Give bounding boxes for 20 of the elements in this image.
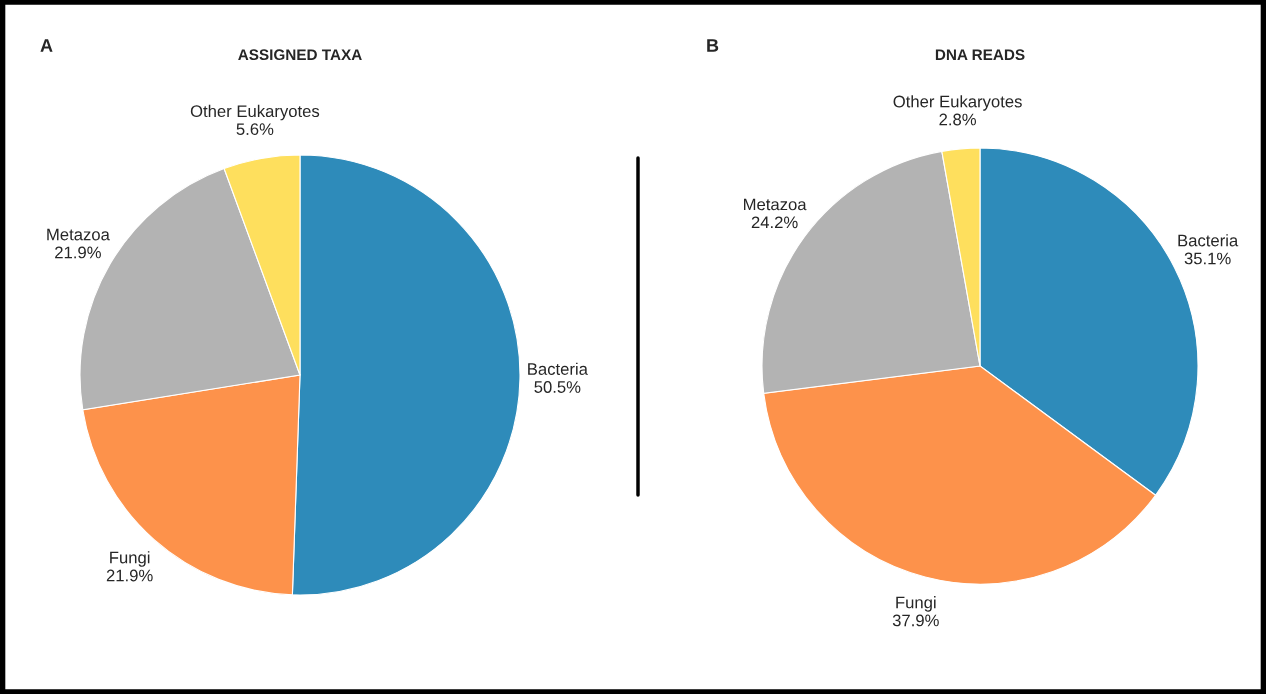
slice-label: Metazoa	[744, 198, 807, 211]
data-label: 35.1%	[1184, 252, 1231, 265]
slice-label: Other Eukaryotes	[190, 104, 320, 121]
data-label: 21.9%	[55, 246, 101, 259]
data-label: 2.8%	[939, 113, 976, 126]
text: A	[40, 39, 53, 52]
slice-label: Fungi	[110, 551, 150, 567]
text: B	[707, 39, 719, 52]
slice-label: Bacteria	[1178, 234, 1239, 247]
data-label: 24.2%	[751, 216, 798, 229]
chart-title: DNA READS	[935, 49, 1025, 61]
chart-title: ASSIGNED TAXA	[238, 49, 362, 61]
slice-label: Bacteria	[528, 362, 588, 375]
slice-label: Fungi	[896, 596, 936, 612]
data-label: 50.5%	[534, 381, 581, 393]
data-label: 37.9%	[892, 614, 939, 627]
slice-label: Metazoa	[47, 228, 110, 241]
slice-label: Other Eukaryotes	[893, 95, 1022, 111]
data-label: 21.9%	[106, 569, 153, 582]
data-label: 5.6%	[236, 123, 274, 136]
